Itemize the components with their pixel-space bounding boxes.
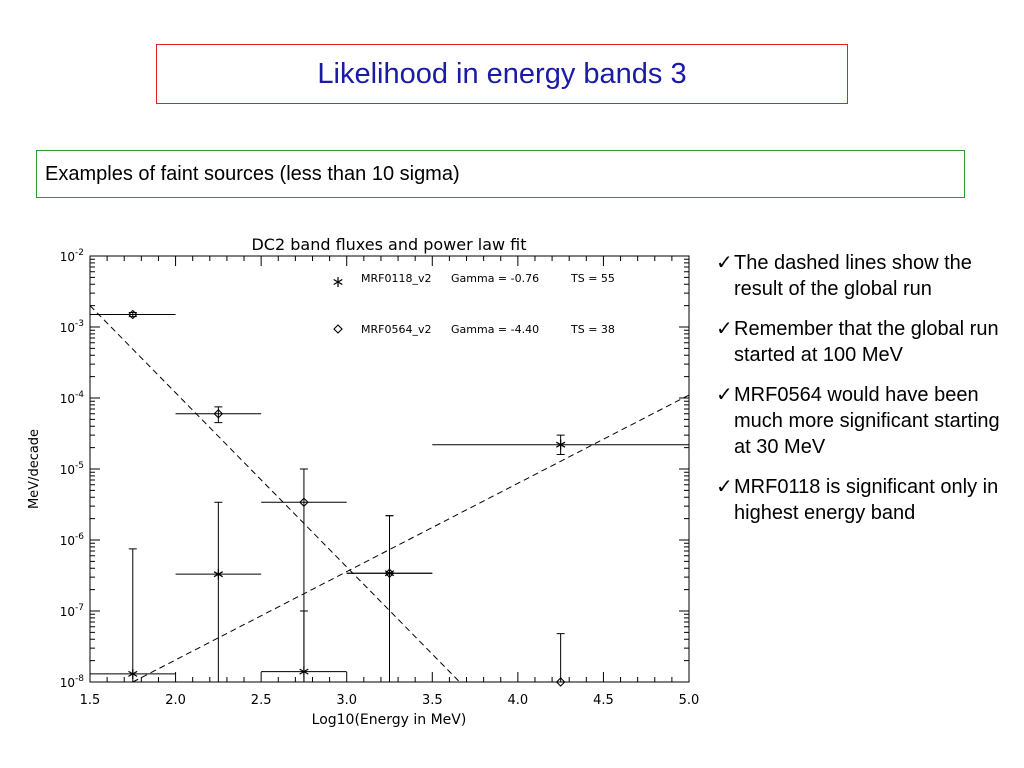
bullet-text: MRF0564 would have been much more signif… [734,384,1000,458]
diamond-marker [128,309,138,320]
y-tick-label: 10-3 [60,319,84,335]
check-icon: ✓ [716,476,733,498]
star-marker [213,571,223,578]
x-tick-label: 1.5 [80,693,101,708]
fit-line [89,305,461,683]
x-tick-label: 2.0 [165,693,186,708]
diamond-marker [213,408,224,419]
slide-subtitle: Examples of faint sources (less than 10 … [45,162,460,185]
flux-chart: DC2 band fluxes and power law fit 10-2 10… [27,235,700,728]
x-tick-label: 2.5 [251,693,272,708]
bullet-list: ✓ The dashed lines show the result of the… [716,250,1006,540]
star-marker [128,670,138,677]
y-tick-label: 10-2 [60,248,84,264]
legend-series-name: MRF0118_v2 [361,272,431,285]
legend-ts: TS = 38 [570,323,615,336]
bullet-text: The dashed lines show the result of the … [734,252,972,300]
diamond-marker [555,677,566,687]
y-tick-label: 10-7 [60,603,84,619]
check-icon: ✓ [716,252,733,274]
x-tick-label: 3.0 [336,693,357,708]
legend-ts: TS = 55 [570,272,615,285]
bullet-text: MRF0118 is significant only in highest e… [734,476,999,524]
fit-line [132,394,690,683]
bullet-text: Remember that the global run started at … [734,318,999,366]
legend-gamma: Gamma = -0.76 [451,272,539,285]
check-icon: ✓ [716,384,733,406]
slide-title-box: Likelihood in energy bands 3 [156,44,848,104]
bullet-item: ✓ Remember that the global run started at… [716,316,1006,368]
check-icon: ✓ [716,318,733,340]
diamond-marker [333,324,343,334]
legend-series-name: MRF0564_v2 [361,323,431,336]
diamond-marker [384,568,395,579]
bullet-item: ✓ The dashed lines show the result of the… [716,250,1006,302]
bullet-item: ✓ MRF0118 is significant only in highest … [716,474,1006,526]
y-axis-label: MeV/decade [27,429,42,509]
bullet-item: ✓ MRF0564 would have been much more signi… [716,382,1006,460]
star-marker [333,278,343,286]
y-tick-label: 10-4 [60,390,85,406]
x-tick-label: 3.5 [422,693,443,708]
x-axis-label: Log10(Energy in MeV) [312,712,467,728]
x-tick-label: 4.5 [593,693,614,708]
y-tick-label: 10-5 [60,461,84,477]
x-tick-label: 5.0 [679,693,700,708]
slide-title: Likelihood in energy bands 3 [317,57,687,90]
y-tick-label: 10-8 [60,674,85,690]
x-tick-label: 4.0 [508,693,529,708]
chart-title: DC2 band fluxes and power law fit [251,235,526,254]
slide-subtitle-box: Examples of faint sources (less than 10 … [36,150,965,198]
y-tick-label: 10-6 [60,532,85,548]
diamond-marker [299,497,309,508]
legend-gamma: Gamma = -4.40 [451,323,539,336]
star-marker [556,441,566,448]
